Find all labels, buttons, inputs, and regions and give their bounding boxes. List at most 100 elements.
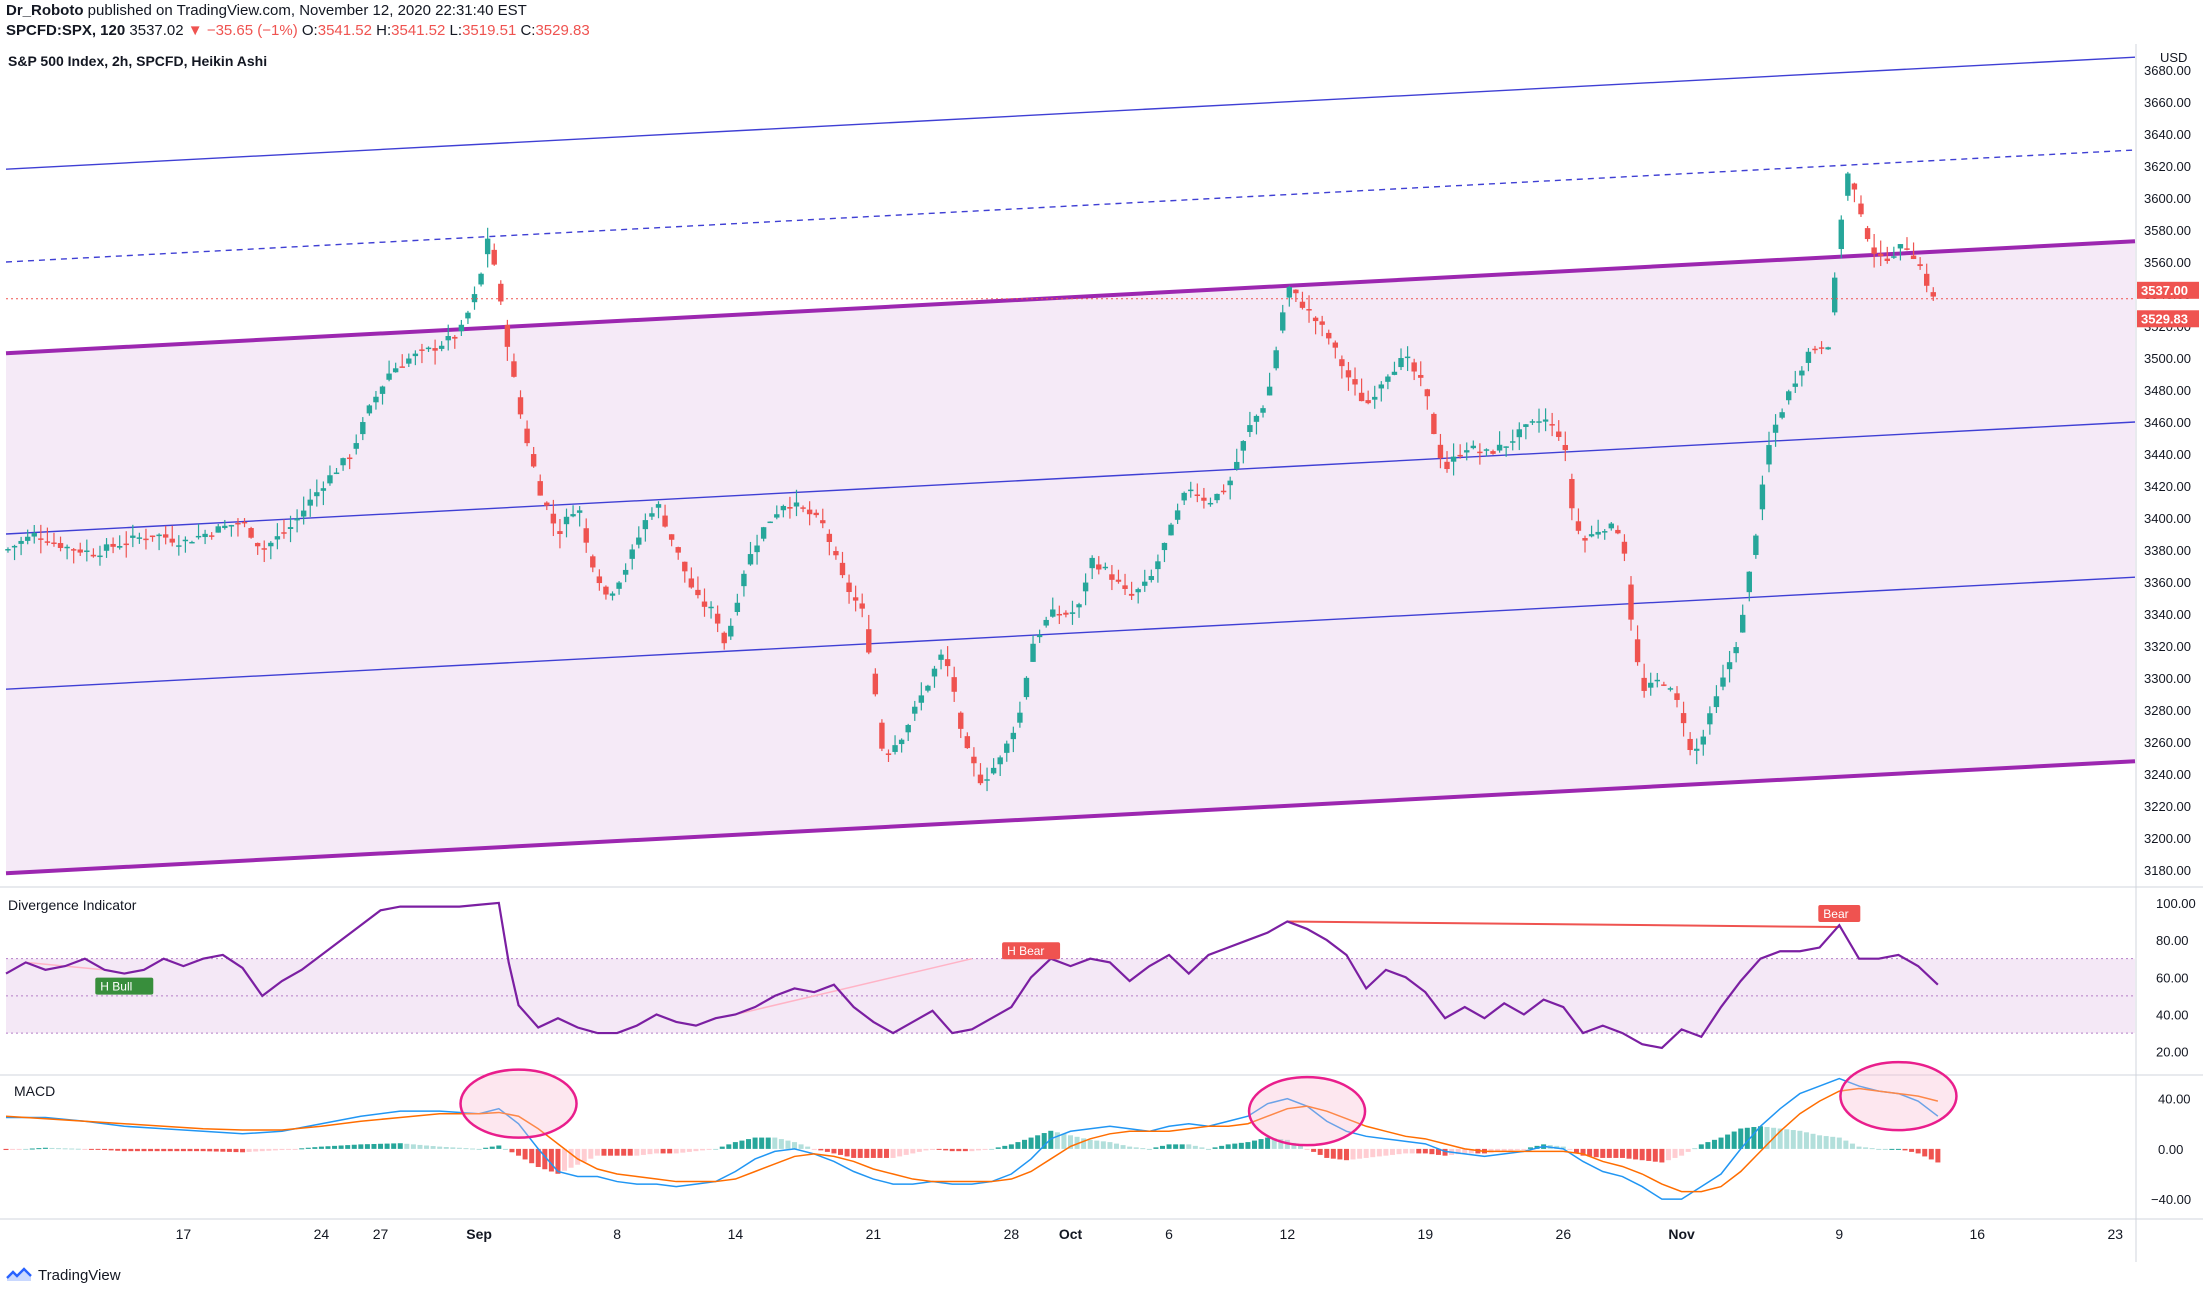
- candle-body: [1050, 609, 1056, 617]
- macd-hist-bar: [1613, 1148, 1619, 1158]
- close-label: C:: [520, 22, 536, 39]
- candle-body: [1641, 677, 1647, 691]
- candle-body: [708, 606, 714, 609]
- macd-hist-bar: [1455, 1148, 1461, 1155]
- low-label: L:: [449, 22, 463, 39]
- macd-hist-bar: [765, 1137, 771, 1149]
- candle-body: [90, 554, 97, 557]
- candle-body: [1109, 574, 1115, 580]
- macd-hist-bar: [667, 1148, 673, 1154]
- macd-hist-bar: [1462, 1148, 1468, 1154]
- candle-body: [353, 443, 359, 449]
- macd-hist-bar: [1915, 1148, 1921, 1154]
- macd-hist-bar: [1731, 1131, 1737, 1149]
- macd-hist-bar: [1797, 1130, 1803, 1149]
- candle-body: [228, 525, 235, 527]
- close-value: 3529.83: [535, 22, 590, 39]
- macd-hist-bar: [1672, 1148, 1678, 1158]
- macd-hist-bar: [410, 1144, 416, 1149]
- macd-hist-bar: [364, 1144, 370, 1149]
- macd-hist-bar: [877, 1148, 883, 1158]
- candle-body: [1148, 576, 1155, 581]
- candle-body: [1266, 386, 1273, 396]
- macd-hist-bar: [456, 1147, 462, 1149]
- price-tick-label: 3560.00: [2144, 255, 2191, 270]
- candle-body: [1115, 579, 1122, 582]
- macd-hist-bar: [969, 1148, 975, 1152]
- candle-body: [1069, 612, 1076, 614]
- published-text: published on TradingView.com, November 1…: [87, 2, 527, 19]
- candle-body: [1786, 391, 1792, 401]
- candle-body: [997, 757, 1003, 765]
- candle-body: [1910, 255, 1917, 260]
- candle-body: [1102, 566, 1109, 569]
- macd-hist-bar: [450, 1147, 456, 1149]
- macd-hist-bar: [42, 1147, 48, 1149]
- candle-body: [1358, 392, 1365, 402]
- candle-body: [1720, 677, 1726, 687]
- candle-body: [294, 518, 300, 521]
- macd-hist-bar: [338, 1145, 344, 1149]
- candle-body: [550, 513, 557, 524]
- macd-hist-bar: [831, 1148, 837, 1154]
- candle-body: [1792, 383, 1798, 387]
- macd-hist-bar: [1764, 1127, 1770, 1149]
- osc-pane-title: Divergence Indicator: [8, 897, 137, 913]
- candle-body: [1832, 277, 1838, 313]
- author-name[interactable]: Dr_Roboto: [6, 2, 84, 19]
- chart-canvas[interactable]: 3180.00 3200.00 3220.00 3240.00 3260.00 3280.…: [0, 44, 2203, 1262]
- macd-hist-bar: [161, 1148, 167, 1152]
- macd-hist-bar: [417, 1144, 423, 1149]
- candle-body: [1628, 584, 1634, 620]
- time-tick-label: 8: [613, 1226, 621, 1242]
- candle-body: [149, 535, 156, 538]
- candle-body: [340, 458, 346, 466]
- candle-body: [169, 538, 175, 543]
- candle-body: [695, 589, 701, 596]
- candle-body: [1385, 376, 1391, 382]
- macd-hist-bar: [982, 1148, 988, 1150]
- highlight-ellipse: [1839, 1060, 1958, 1132]
- candle-body: [563, 516, 570, 525]
- macd-hist-bar: [1120, 1145, 1126, 1149]
- price-tick-label: 3460.00: [2144, 415, 2191, 430]
- symbol-name[interactable]: SPCFD:SPX, 120: [6, 22, 126, 39]
- price-tick-label: 3180.00: [2144, 863, 2191, 878]
- macd-hist-bar: [1646, 1148, 1652, 1161]
- macd-hist-bar: [1140, 1148, 1146, 1150]
- candle-body: [517, 397, 524, 415]
- price-tick-label: 3680.00: [2144, 63, 2191, 78]
- macd-hist-bar: [1127, 1146, 1133, 1149]
- macd-hist-bar: [253, 1148, 259, 1152]
- candle-body: [1805, 351, 1812, 363]
- low-value: 3519.51: [462, 22, 517, 39]
- candle-body: [721, 632, 727, 644]
- candle-body: [1523, 424, 1529, 427]
- macd-hist-bar: [1784, 1129, 1790, 1149]
- candle-body: [1365, 400, 1371, 404]
- divergence-label-tag: [1002, 942, 1061, 960]
- candle-body: [195, 535, 202, 538]
- candle-body: [767, 521, 773, 524]
- macd-hist-bar: [916, 1148, 922, 1152]
- macd-hist-bar: [1337, 1148, 1343, 1160]
- candle-body: [852, 597, 859, 601]
- candle-body: [1312, 317, 1319, 322]
- candle-body: [1845, 173, 1851, 196]
- macd-hist-bar: [1251, 1140, 1257, 1149]
- macd-hist-bar: [647, 1148, 653, 1155]
- macd-hist-bar: [1330, 1148, 1336, 1159]
- price-tick-label: 3320.00: [2144, 639, 2191, 654]
- candle-body: [1450, 456, 1457, 462]
- candle-body: [1220, 490, 1227, 493]
- candle-body: [1891, 256, 1897, 258]
- candle-body: [1575, 521, 1582, 531]
- footer-brand[interactable]: TradingView: [6, 1264, 121, 1286]
- candle-body: [392, 368, 399, 373]
- macd-hist-bar: [1863, 1147, 1869, 1149]
- price-tick-label: 3500.00: [2144, 351, 2191, 366]
- macd-hist-bar: [614, 1148, 620, 1156]
- macd-hist-bar: [1068, 1135, 1073, 1149]
- macd-hist-bar: [351, 1144, 357, 1149]
- macd-hist-bar: [529, 1148, 535, 1164]
